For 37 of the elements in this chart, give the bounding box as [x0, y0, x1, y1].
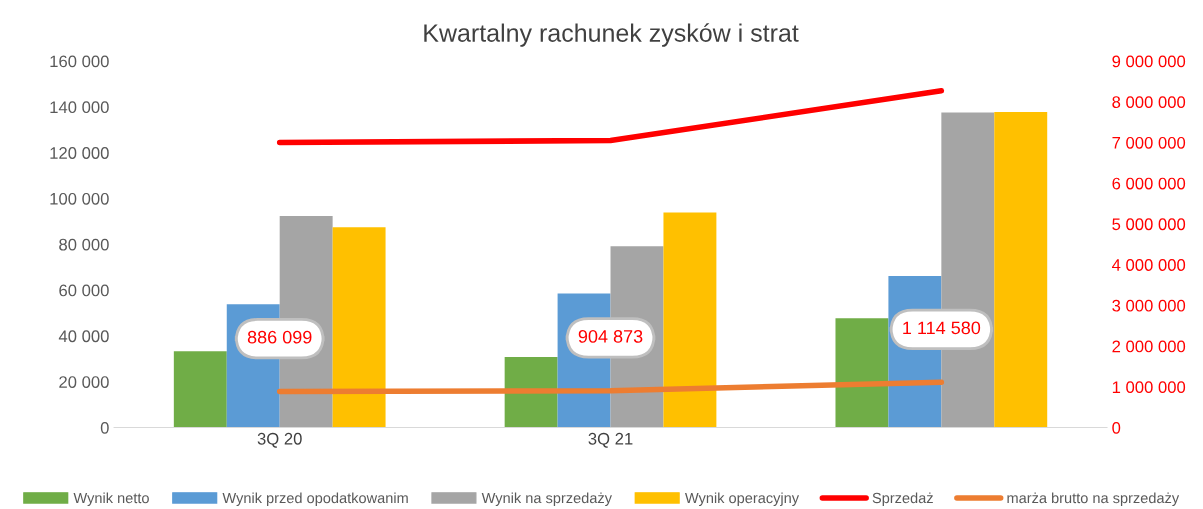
bar — [332, 227, 386, 428]
y-tick-label: 160 000 — [50, 55, 109, 68]
legend-label: marża brutto na sprzedaży — [1007, 492, 1180, 507]
chart-title: Kwartalny rachunek zysków i strat — [424, 23, 799, 47]
y-tick-label: 80 000 — [59, 238, 109, 251]
y2-tick-label: 7 000 000 — [1112, 136, 1186, 149]
data-label: 1 114 580 — [903, 321, 981, 335]
y-tick-label: 140 000 — [50, 101, 109, 114]
y2-tick-label: 6 000 000 — [1112, 177, 1186, 190]
y2-tick-label: 5 000 000 — [1112, 218, 1186, 231]
bar — [663, 212, 717, 428]
legend-label: Wynik operacyjny — [684, 492, 800, 507]
bar — [994, 111, 1048, 428]
y-tick-label: 120 000 — [50, 147, 109, 159]
x-tick-label: 3Q 20 — [257, 432, 302, 448]
bar — [504, 357, 558, 428]
y-tick-label: 20 000 — [59, 376, 109, 388]
legend-label: Wynik przed opodatkowanim — [222, 492, 408, 507]
data-label: 904 873 — [578, 330, 643, 343]
y-tick-label: 60 000 — [59, 284, 109, 297]
bar — [835, 318, 889, 428]
legend-label: Sprzedaż — [872, 492, 933, 507]
x-tick-label: 3Q 21 — [588, 432, 633, 448]
bar — [173, 351, 227, 428]
y2-tick-label: 1 000 000 — [1112, 381, 1186, 394]
y2-tick-label: 0 — [1112, 421, 1121, 434]
data-label: 886 099 — [247, 330, 312, 344]
y2-tick-label: 4 000 000 — [1112, 259, 1186, 271]
y2-tick-label: 2 000 000 — [1112, 340, 1186, 353]
y-tick-label: 40 000 — [58, 330, 109, 343]
y2-tick-label: 8 000 000 — [1112, 96, 1186, 108]
y2-tick-label: 3 000 000 — [1112, 299, 1186, 312]
legend-label: Wynik netto — [73, 492, 149, 507]
y-tick-label: 100 000 — [50, 192, 109, 205]
legend-label: Wynik na sprzedaży — [481, 492, 612, 507]
y-tick-label: 0 — [100, 421, 109, 434]
y2-tick-label: 9 000 000 — [1112, 55, 1186, 68]
